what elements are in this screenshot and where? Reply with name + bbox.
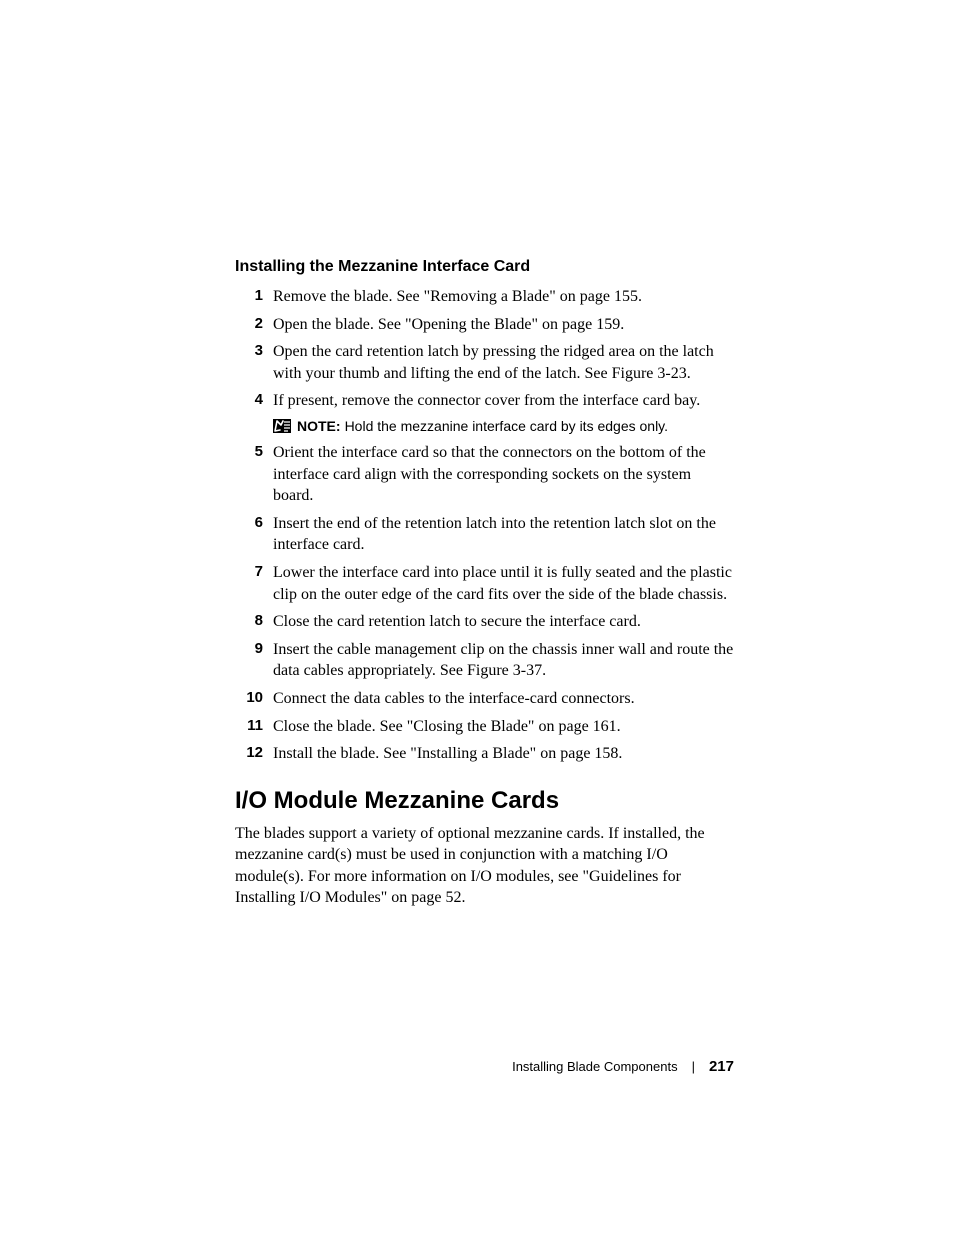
list-number: 10	[235, 688, 273, 708]
list-text: Close the blade. See "Closing the Blade"…	[273, 716, 734, 738]
document-page: Installing the Mezzanine Interface Card …	[0, 0, 954, 1235]
list-text: Insert the cable management clip on the …	[273, 639, 734, 682]
list-text: If present, remove the connector cover f…	[273, 390, 734, 412]
list-item: 6 Insert the end of the retention latch …	[235, 513, 734, 556]
section-heading: I/O Module Mezzanine Cards	[235, 787, 734, 815]
list-text: Insert the end of the retention latch in…	[273, 513, 734, 556]
page-footer: Installing Blade Components | 217	[512, 1058, 734, 1075]
list-number: 5	[235, 442, 273, 462]
list-item: 8 Close the card retention latch to secu…	[235, 611, 734, 633]
list-text: Open the card retention latch by pressin…	[273, 341, 734, 384]
list-text: Open the blade. See "Opening the Blade" …	[273, 314, 734, 336]
list-number: 8	[235, 611, 273, 631]
note-icon	[273, 419, 291, 433]
list-number: 7	[235, 562, 273, 582]
steps-list-2: 5 Orient the interface card so that the …	[235, 442, 734, 765]
list-item: 10 Connect the data cables to the interf…	[235, 688, 734, 710]
list-number: 9	[235, 639, 273, 659]
list-item: 1 Remove the blade. See "Removing a Blad…	[235, 286, 734, 308]
list-number: 12	[235, 743, 273, 763]
list-item: 7 Lower the interface card into place un…	[235, 562, 734, 605]
list-text: Lower the interface card into place unti…	[273, 562, 734, 605]
list-number: 6	[235, 513, 273, 533]
subheading: Installing the Mezzanine Interface Card	[235, 258, 734, 276]
list-item: 11 Close the blade. See "Closing the Bla…	[235, 716, 734, 738]
footer-separator: |	[692, 1059, 695, 1074]
list-text: Install the blade. See "Installing a Bla…	[273, 743, 734, 765]
section-body: The blades support a variety of optional…	[235, 823, 734, 909]
list-number: 11	[235, 716, 273, 736]
list-text: Orient the interface card so that the co…	[273, 442, 734, 507]
steps-list-1: 1 Remove the blade. See "Removing a Blad…	[235, 286, 734, 412]
list-item: 2 Open the blade. See "Opening the Blade…	[235, 314, 734, 336]
list-number: 1	[235, 286, 273, 306]
list-text: Connect the data cables to the interface…	[273, 688, 734, 710]
list-text: Close the card retention latch to secure…	[273, 611, 734, 633]
list-item: 4 If present, remove the connector cover…	[235, 390, 734, 412]
list-number: 4	[235, 390, 273, 410]
note-body: Hold the mezzanine interface card by its…	[345, 418, 668, 434]
footer-title: Installing Blade Components	[512, 1059, 678, 1074]
note: NOTE: Hold the mezzanine interface card …	[273, 418, 734, 434]
list-item: 9 Insert the cable management clip on th…	[235, 639, 734, 682]
note-label: NOTE:	[297, 418, 341, 434]
footer-page-number: 217	[709, 1058, 734, 1075]
list-text: Remove the blade. See "Removing a Blade"…	[273, 286, 734, 308]
list-item: 3 Open the card retention latch by press…	[235, 341, 734, 384]
list-item: 12 Install the blade. See "Installing a …	[235, 743, 734, 765]
list-item: 5 Orient the interface card so that the …	[235, 442, 734, 507]
list-number: 2	[235, 314, 273, 334]
list-number: 3	[235, 341, 273, 361]
